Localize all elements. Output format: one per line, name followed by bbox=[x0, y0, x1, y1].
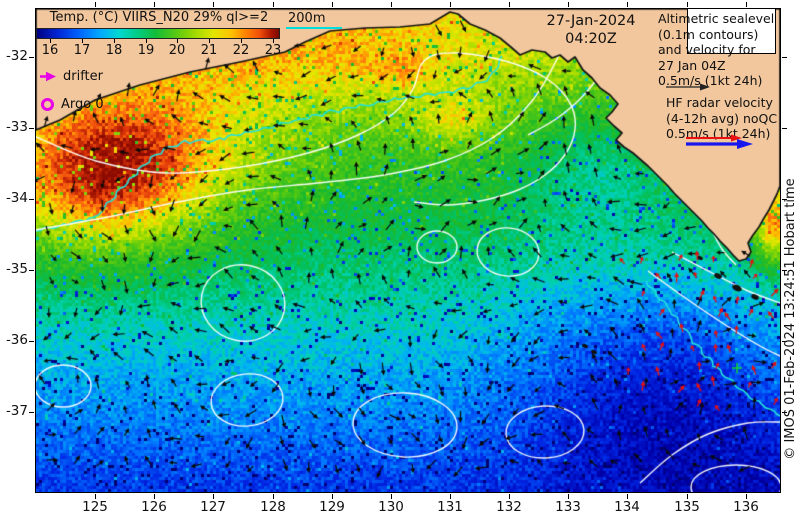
colorbar-tick-20 bbox=[177, 39, 178, 43]
colorbar-tick-label-23: 23 bbox=[264, 43, 282, 58]
colorbar-tick-21 bbox=[209, 39, 210, 43]
x-tick-bottom-125 bbox=[95, 494, 96, 499]
x-tick-bottom-135 bbox=[687, 494, 688, 499]
bathymetry-label: 200m bbox=[288, 11, 326, 26]
altimetry-text-line-4: 0.5m/s (1kt 24h) bbox=[658, 73, 763, 88]
y-tick-label--32: -32 bbox=[5, 48, 28, 64]
y-tick-right--34 bbox=[782, 199, 787, 200]
x-tick-top-125 bbox=[95, 2, 96, 7]
x-tick-bottom-133 bbox=[568, 494, 569, 499]
colorbar-tick-label-18: 18 bbox=[105, 43, 123, 58]
x-tick-label-127: 127 bbox=[200, 499, 226, 515]
x-tick-top-134 bbox=[627, 2, 628, 7]
sst-map: Temp. (°C) VIIRS_N20 29% ql>=2 16 17 18 19 2… bbox=[35, 8, 781, 493]
y-tick-right--32 bbox=[782, 57, 787, 58]
y-tick-right--35 bbox=[782, 270, 787, 271]
map-date: 27-Jan-2024 bbox=[546, 13, 636, 29]
map-datetime: 27-Jan-2024 04:20Z bbox=[525, 12, 657, 48]
x-tick-label-135: 135 bbox=[674, 499, 700, 515]
y-tick-left--32 bbox=[29, 57, 34, 58]
colorbar-tick-label-21: 21 bbox=[200, 43, 218, 58]
x-tick-bottom-129 bbox=[332, 494, 333, 499]
x-tick-top-130 bbox=[391, 2, 392, 7]
argo-label: Argo 0 bbox=[61, 97, 104, 112]
colorbar-tick-label-20: 20 bbox=[168, 43, 186, 58]
hf-radar-text-line-1: (4-12h avg) noQC bbox=[666, 110, 778, 126]
colorbar-tick-label-22: 22 bbox=[232, 43, 250, 58]
y-tick-label--35: -35 bbox=[5, 261, 28, 277]
sst-map-canvas bbox=[36, 9, 780, 492]
y-tick-label--34: -34 bbox=[5, 190, 28, 206]
x-tick-bottom-127 bbox=[213, 494, 214, 499]
colorbar-tick-22 bbox=[241, 39, 242, 43]
colorbar-tick-23 bbox=[273, 39, 274, 43]
x-tick-label-134: 134 bbox=[614, 499, 640, 515]
x-tick-label-130: 130 bbox=[378, 499, 404, 515]
y-tick-label--37: -37 bbox=[5, 403, 28, 419]
argo-circle-icon bbox=[41, 98, 54, 112]
y-tick-right--37 bbox=[782, 412, 787, 413]
y-tick-left--36 bbox=[29, 341, 34, 342]
x-tick-label-125: 125 bbox=[82, 499, 108, 515]
x-tick-bottom-126 bbox=[154, 494, 155, 499]
x-tick-bottom-128 bbox=[273, 494, 274, 499]
y-tick-left--34 bbox=[29, 199, 34, 200]
y-tick-right--33 bbox=[782, 128, 787, 129]
x-tick-top-131 bbox=[450, 2, 451, 7]
x-tick-top-132 bbox=[509, 2, 510, 7]
altimetry-scale-arrow-icon bbox=[666, 77, 710, 96]
colorbar-tick-label-16: 16 bbox=[41, 43, 59, 58]
hf-radar-text-line-0: HF radar velocity bbox=[666, 95, 773, 110]
colorbar-tick-16 bbox=[50, 39, 51, 43]
y-tick-left--35 bbox=[29, 270, 34, 271]
colorbar-tick-17 bbox=[82, 39, 83, 43]
x-tick-top-126 bbox=[154, 2, 155, 7]
colorbar-title: Temp. (°C) VIIRS_N20 29% ql>=2 bbox=[49, 10, 269, 25]
y-tick-left--33 bbox=[29, 128, 34, 129]
drifter-label: drifter bbox=[63, 69, 103, 84]
x-tick-label-128: 128 bbox=[260, 499, 286, 515]
x-tick-bottom-132 bbox=[509, 494, 510, 499]
x-tick-label-136: 136 bbox=[733, 499, 759, 515]
x-tick-bottom-134 bbox=[627, 494, 628, 499]
x-tick-label-129: 129 bbox=[319, 499, 345, 515]
x-tick-top-128 bbox=[273, 2, 274, 7]
colorbar-tick-label-17: 17 bbox=[73, 43, 91, 58]
altimetry-text-line-1: (0.1m contours) bbox=[658, 26, 759, 42]
colorbar-tick-18 bbox=[114, 39, 115, 43]
x-tick-bottom-136 bbox=[746, 494, 747, 499]
x-tick-top-135 bbox=[687, 2, 688, 7]
y-tick-label--36: -36 bbox=[5, 332, 28, 348]
y-tick-left--37 bbox=[29, 412, 34, 413]
x-tick-top-129 bbox=[332, 2, 333, 7]
y-tick-label--33: -33 bbox=[5, 119, 28, 135]
bathymetry-contour-sample bbox=[286, 27, 342, 29]
x-tick-bottom-131 bbox=[450, 494, 451, 499]
colorbar-tick-19 bbox=[146, 39, 147, 43]
hf-radar-scale-arrow-icon bbox=[685, 134, 755, 153]
altimetry-text-line-2: and velocity for bbox=[658, 42, 756, 57]
x-tick-top-127 bbox=[213, 2, 214, 7]
x-tick-top-133 bbox=[568, 2, 569, 7]
altimetry-legend-text: Altimetric sealevel (0.1m contours) and ve… bbox=[658, 11, 774, 89]
altimetry-text-line-3: 27 Jan 04Z bbox=[658, 57, 726, 73]
altimetry-text-line-0: Altimetric sealevel bbox=[658, 11, 775, 26]
credit-text: © IMOS 01-Feb-2024 13:24:51 Hobart time bbox=[783, 178, 798, 460]
x-tick-label-126: 126 bbox=[141, 499, 167, 515]
x-tick-label-132: 132 bbox=[496, 499, 522, 515]
x-tick-bottom-130 bbox=[391, 494, 392, 499]
x-tick-label-133: 133 bbox=[555, 499, 581, 515]
x-tick-label-131: 131 bbox=[437, 499, 463, 515]
map-time: 04:20Z bbox=[565, 31, 617, 47]
drifter-arrow-icon bbox=[40, 71, 56, 81]
colorbar-gradient bbox=[36, 28, 280, 39]
colorbar-tick-label-19: 19 bbox=[137, 43, 155, 58]
y-tick-right--36 bbox=[782, 341, 787, 342]
argo-legend: Argo 0 bbox=[41, 97, 104, 113]
drifter-legend: drifter bbox=[40, 69, 103, 85]
x-tick-top-136 bbox=[746, 2, 747, 7]
altimetry-legend-box bbox=[687, 8, 776, 54]
